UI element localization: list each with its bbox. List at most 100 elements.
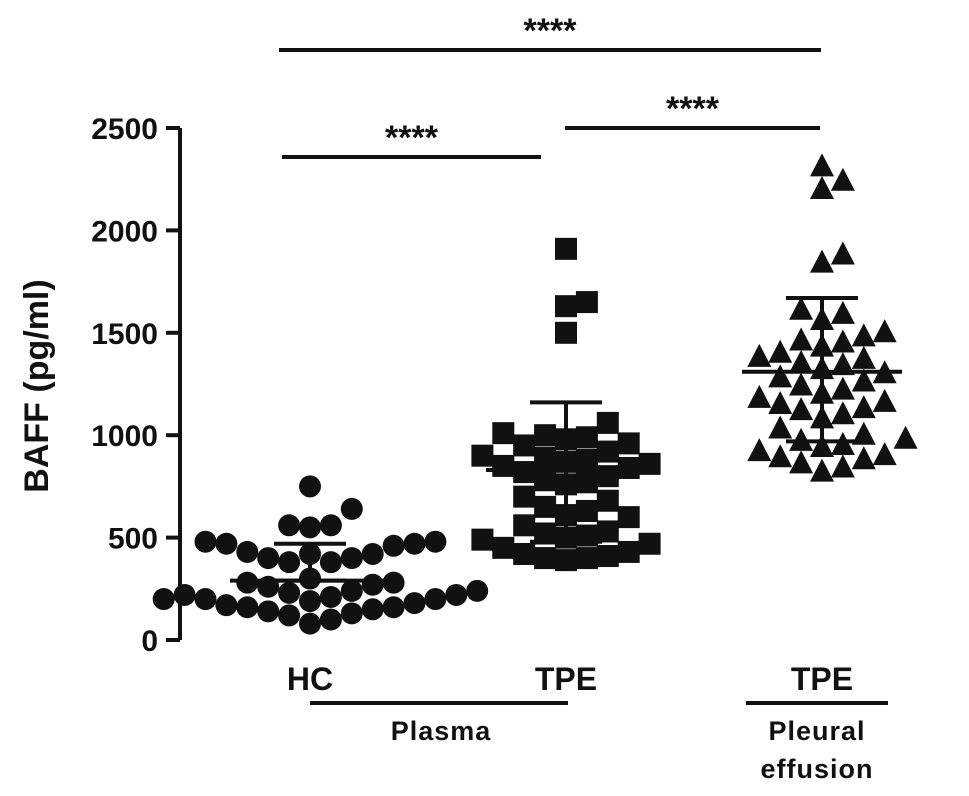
data-point-square (513, 514, 536, 537)
data-point-triangle (747, 343, 772, 367)
data-point-triangle (830, 431, 855, 455)
data-point-triangle (789, 372, 814, 396)
data-point-triangle (768, 339, 793, 363)
group-label-line: Pleural (768, 716, 865, 746)
data-point-circle (319, 585, 342, 608)
data-point-square (555, 549, 577, 572)
data-point-circle (278, 581, 301, 604)
data-point-triangle (830, 454, 855, 478)
group-label: Plasma (391, 716, 492, 746)
data-point-square (596, 411, 619, 434)
data-point-square (513, 485, 536, 508)
significance-layer: **** **** **** (279, 12, 821, 159)
data-point-square (471, 528, 494, 551)
data-point-circle (215, 594, 238, 617)
data-point-circle (403, 532, 426, 555)
category-label: TPE (535, 661, 597, 697)
data-point-circle (424, 530, 447, 553)
data-point-circle (319, 551, 342, 574)
data-point-circle (361, 573, 384, 596)
data-point-circle (424, 588, 447, 611)
data-point-circle (361, 598, 384, 621)
y-tick-label: 500 (108, 523, 158, 556)
data-point-square (638, 532, 661, 555)
data-point-triangle (789, 450, 814, 474)
data-point-circle (236, 540, 259, 563)
data-point-triangle (768, 444, 793, 468)
significance-label: **** (524, 12, 578, 50)
data-point-square (534, 547, 557, 570)
data-point-triangle (830, 300, 855, 324)
data-point-triangle (830, 376, 855, 400)
data-point-circle (215, 532, 238, 555)
data-point-circle (299, 516, 321, 539)
group-label-line: effusion (761, 754, 874, 784)
data-point-triangle (789, 327, 814, 351)
category-label: TPE (791, 661, 853, 697)
data-point-triangle (851, 446, 876, 470)
data-point-triangle (830, 352, 855, 376)
data-point-square (513, 461, 536, 484)
data-point-triangle (789, 397, 814, 421)
data-point-triangle (851, 345, 876, 369)
data-point-circle (299, 612, 321, 635)
data-point-circle (278, 604, 301, 627)
y-axis-label: BAFF (pg/ml) (18, 279, 56, 492)
y-tick-label: 2000 (91, 215, 158, 248)
data-point-triangle (830, 241, 855, 265)
data-point-square (534, 495, 557, 518)
data-point-circle (194, 530, 217, 553)
data-point-circle (382, 534, 405, 557)
data-point-circle (445, 583, 468, 606)
data-point-circle (340, 602, 363, 625)
data-point-circle (257, 600, 280, 623)
data-point-square (575, 499, 598, 522)
data-point-triangle (830, 329, 855, 353)
data-point-triangle (768, 390, 793, 414)
data-point-square (617, 456, 640, 479)
data-point-triangle (851, 368, 876, 392)
data-point-circle (173, 583, 196, 606)
group-label: Pleural effusion (761, 716, 874, 784)
y-tick-label: 1500 (91, 318, 158, 351)
data-point-triangle (810, 433, 834, 457)
data-point-square (575, 291, 598, 314)
data-point-circle (319, 608, 342, 631)
data-point-square (617, 506, 640, 529)
data-point-square (534, 446, 557, 469)
data-point-square (471, 444, 494, 467)
group-label-line: Plasma (391, 716, 492, 746)
data-point-triangle (789, 296, 814, 320)
data-point-circle (278, 551, 301, 574)
data-point-circle (340, 497, 363, 520)
data-point-triangle (893, 425, 918, 449)
x-axis-groups: Plasma Pleural effusion (310, 701, 888, 784)
data-point-square (596, 520, 619, 543)
data-point-circle (403, 592, 426, 615)
data-point-triangle (810, 249, 834, 273)
data-point-triangle (810, 458, 834, 482)
data-point-square (575, 448, 598, 471)
data-point-triangle (851, 421, 876, 445)
data-point-circle (361, 542, 384, 565)
stats-layer (230, 295, 902, 583)
data-point-circle (466, 579, 489, 602)
data-point-triangle (851, 395, 876, 419)
data-point-circle (340, 547, 363, 570)
data-point-square (596, 545, 619, 568)
data-point-square (534, 469, 557, 492)
data-point-circle (299, 475, 321, 498)
data-point-circle (194, 588, 217, 611)
data-point-circle (340, 579, 363, 602)
data-point-circle (278, 514, 301, 537)
data-point-triangle (830, 401, 855, 425)
data-point-circle (257, 547, 280, 570)
data-point-triangle (747, 438, 772, 462)
data-point-circle (299, 590, 321, 613)
data-point-square (617, 540, 640, 563)
data-point-square (492, 422, 515, 445)
data-point-circle (236, 596, 259, 619)
data-point-circle (382, 571, 405, 594)
